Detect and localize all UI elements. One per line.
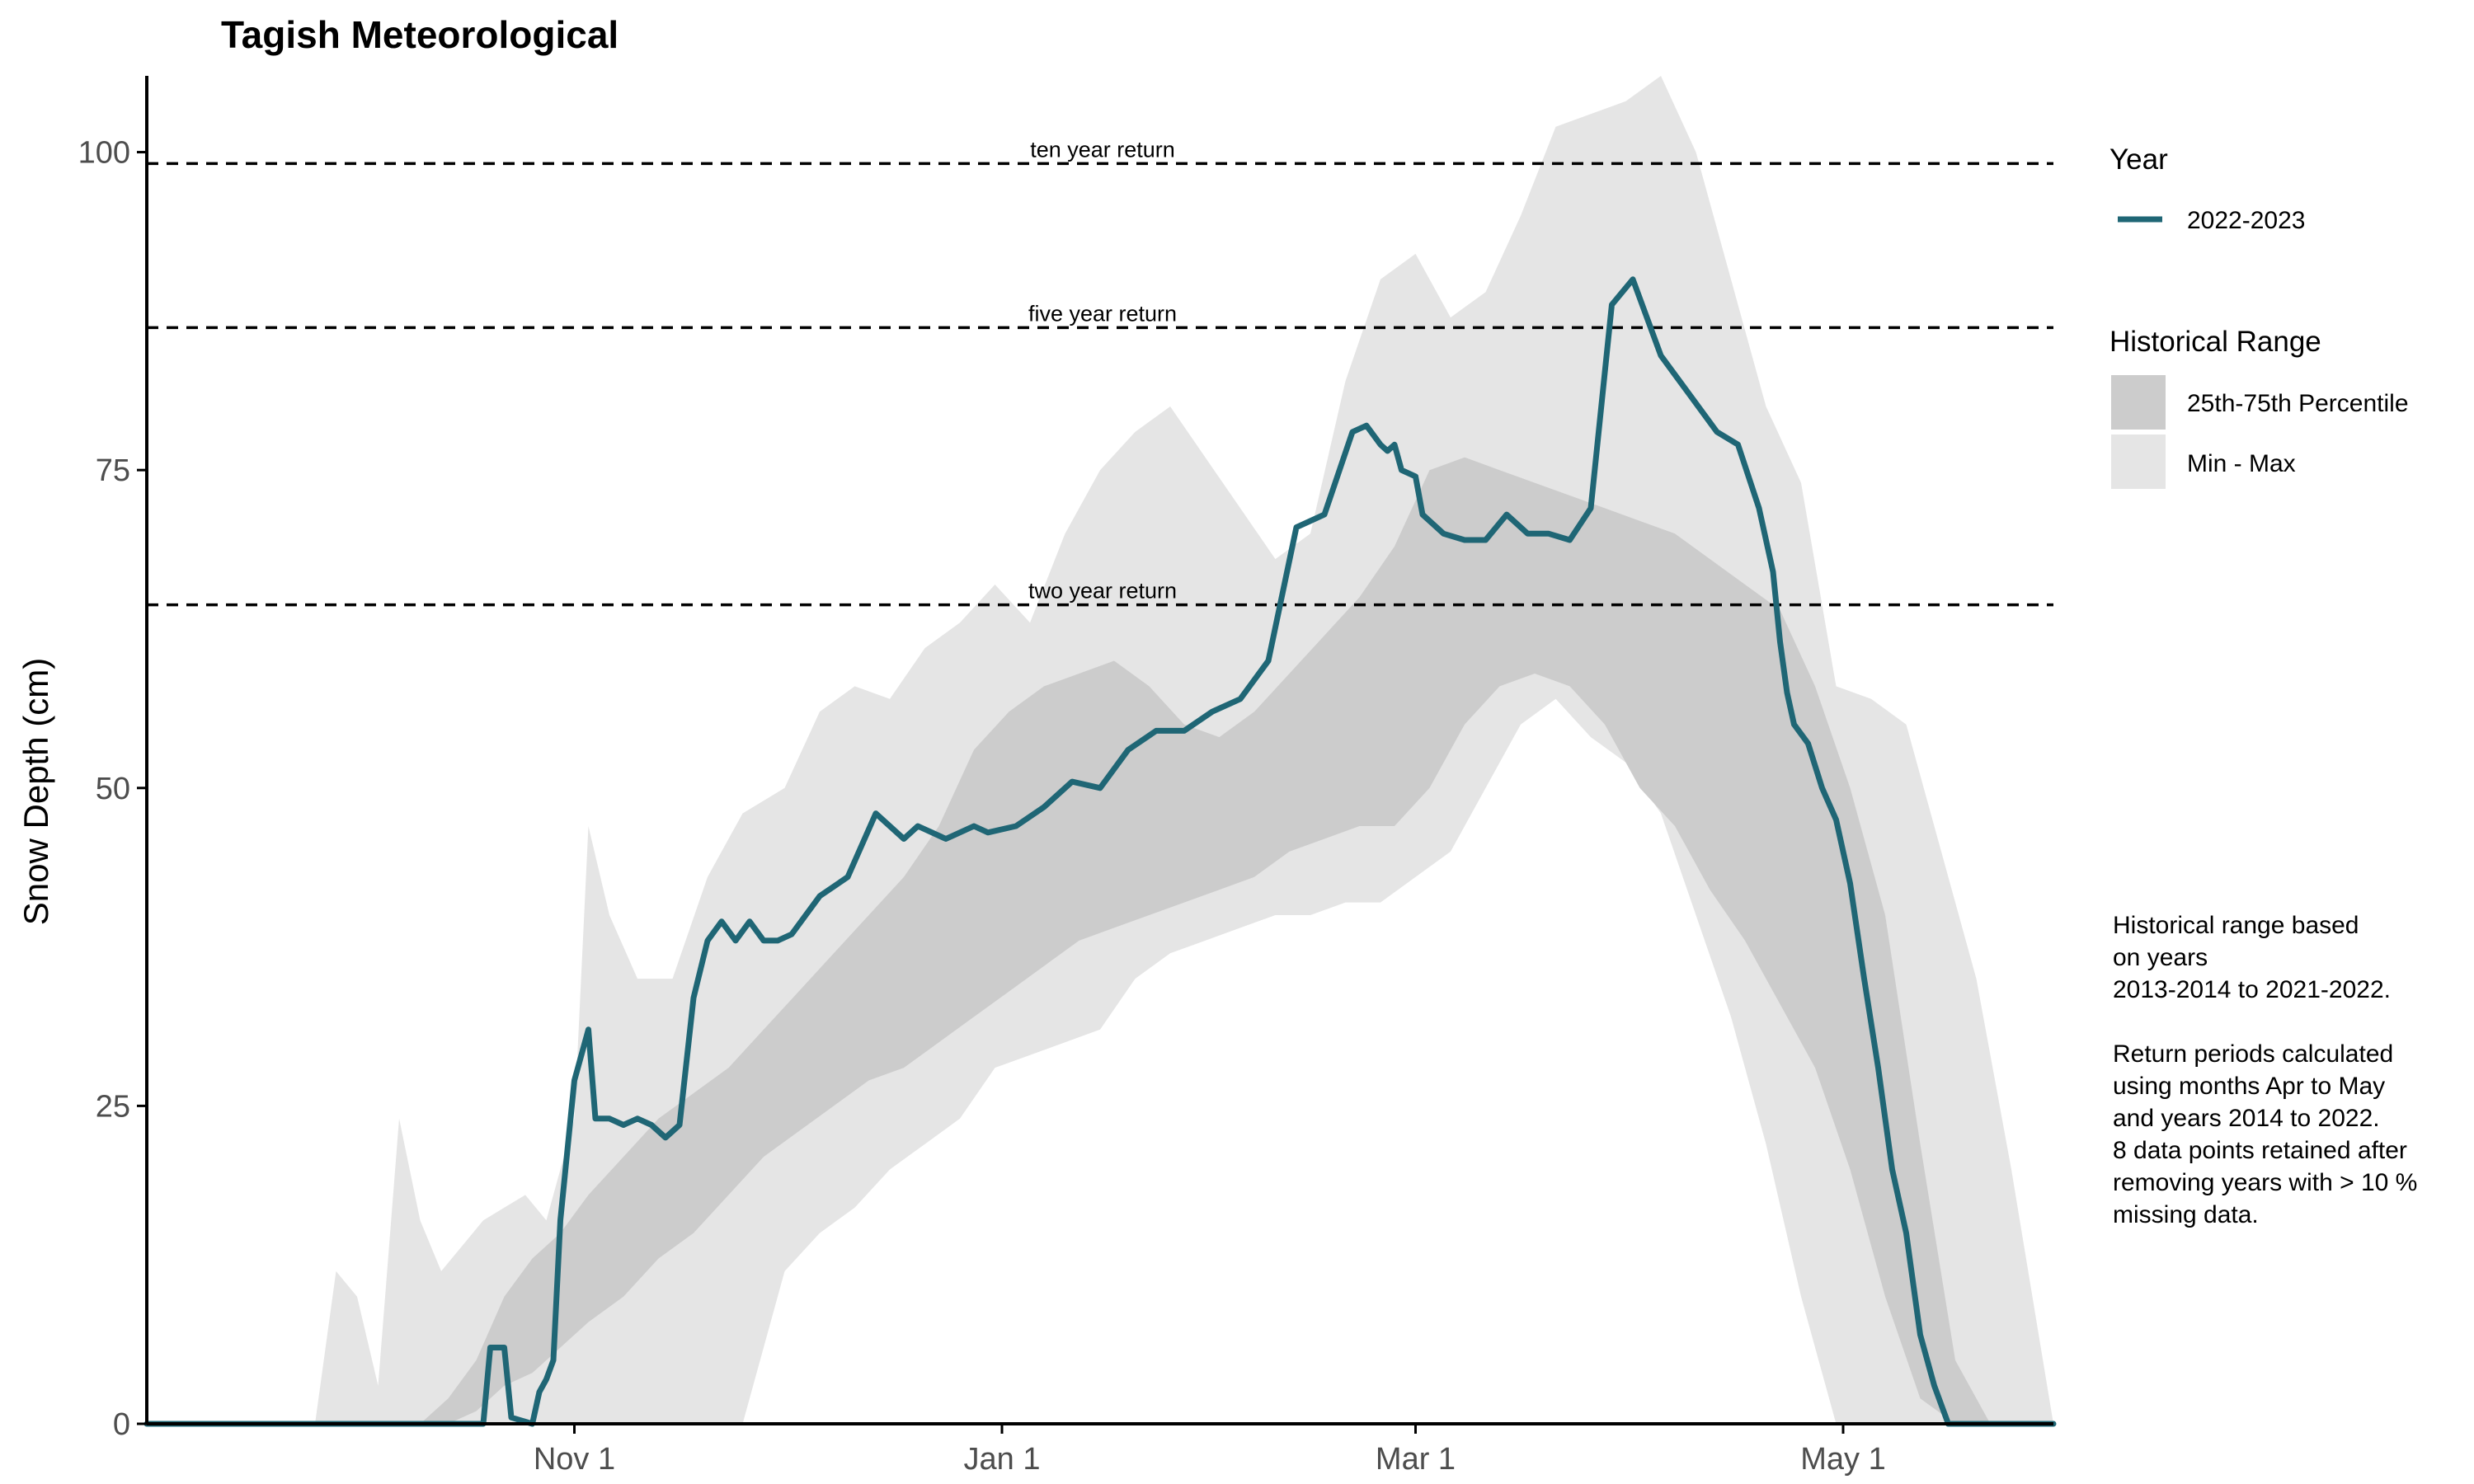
note-line-5: using months Apr to May — [2113, 1073, 2385, 1100]
chart-title: Tagish Meteorological — [221, 13, 618, 56]
y-axis-ticks: 0 25 50 75 100 — [78, 136, 147, 1442]
percentile-band — [147, 457, 2053, 1425]
legend-key-percentile — [2111, 375, 2166, 430]
legend-title-year: Year — [2109, 143, 2168, 176]
axes: 0 25 50 75 100 Nov 1 Jan 1 Mar 1 May 1 Snow Dep… — [16, 76, 2053, 1477]
series-line-2022-2023 — [143, 276, 2057, 1427]
note-line-2: 2013-2014 to 2021-2022. — [2113, 976, 2391, 1003]
note-line-4: Return periods calculated — [2113, 1040, 2393, 1068]
x-tick-label-2: Mar 1 — [1376, 1442, 1456, 1477]
legend-title-range: Historical Range — [2109, 326, 2321, 358]
legend-key-minmax — [2111, 434, 2166, 489]
note-line-0: Historical range based — [2113, 912, 2359, 939]
note-line-7: 8 data points retained after — [2113, 1137, 2407, 1164]
return-label-2: two year return — [1028, 579, 1177, 603]
return-label-0: ten year return — [1030, 137, 1175, 162]
y-tick-label-2: 50 — [96, 772, 130, 806]
plot-area: ten year return five year return two year … — [143, 76, 2057, 1427]
note-line-8: removing years with > 10 % — [2113, 1169, 2417, 1196]
historical-range-note: Historical range based on years 2013-2014 … — [2113, 912, 2417, 1228]
x-tick-label-1: Jan 1 — [964, 1442, 1041, 1477]
legend-label-2022-2023: 2022-2023 — [2187, 207, 2305, 234]
legend-label-minmax: Min - Max — [2187, 450, 2296, 477]
y-tick-label-3: 75 — [96, 453, 130, 488]
x-tick-label-3: May 1 — [1800, 1442, 1885, 1477]
y-tick-label-1: 25 — [96, 1089, 130, 1124]
note-line-6: and years 2014 to 2022. — [2113, 1105, 2380, 1132]
y-axis-label: Snow Depth (cm) — [16, 658, 55, 925]
x-tick-label-0: Nov 1 — [534, 1442, 615, 1477]
return-period-lines: ten year return five year return two year … — [147, 137, 2053, 607]
return-label-1: five year return — [1028, 301, 1177, 326]
legend-label-percentile: 25th-75th Percentile — [2187, 390, 2409, 417]
note-line-9: missing data. — [2113, 1201, 2259, 1228]
y-tick-label-4: 100 — [78, 136, 130, 171]
x-axis-ticks: Nov 1 Jan 1 Mar 1 May 1 — [534, 1424, 1886, 1477]
note-line-1: on years — [2113, 944, 2208, 971]
y-tick-label-0: 0 — [113, 1407, 130, 1442]
legend: Year 2022-2023 Historical Range 25th-75t… — [2109, 143, 2409, 489]
